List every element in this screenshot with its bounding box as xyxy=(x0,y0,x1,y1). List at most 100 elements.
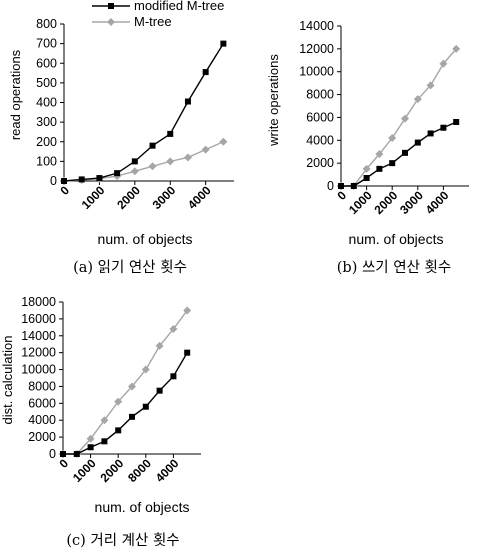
chart-panel-2: 0 2000 4000 6000 8000 10000 12000 14000 16000 180… xyxy=(0,295,201,549)
data-point xyxy=(439,59,448,68)
y-tick-label: 14000 xyxy=(21,329,56,343)
data-point xyxy=(101,438,108,445)
series-m-tree xyxy=(337,44,461,190)
x-tick-label: 3000 xyxy=(150,183,179,212)
y-tick-label: 4000 xyxy=(28,413,56,427)
data-point xyxy=(60,451,66,457)
data-point xyxy=(184,349,191,356)
y-tick-label: 300 xyxy=(36,115,57,129)
chart-panel-0: 0 100 200 300 400 500 600 700 800 0 1000 2000 3000 40… xyxy=(8,17,234,276)
x-axis-label: num. of objects xyxy=(98,231,193,247)
data-point xyxy=(86,434,95,443)
x-axis-label: num. of objects xyxy=(95,499,190,515)
y-tick-label: 14000 xyxy=(299,19,334,33)
data-point xyxy=(73,451,80,457)
series-m-tree xyxy=(59,306,192,458)
series-line xyxy=(63,352,188,455)
y-tick-label: 0 xyxy=(49,447,56,461)
data-point xyxy=(375,150,384,158)
data-point xyxy=(388,134,397,142)
data-point xyxy=(219,137,228,146)
data-point xyxy=(115,427,122,434)
series-modified-m-tree xyxy=(61,40,227,184)
y-tick-label: 8000 xyxy=(306,88,334,102)
data-point xyxy=(155,341,164,350)
data-point xyxy=(167,130,174,137)
x-tick-label: 0 xyxy=(57,183,72,198)
data-point xyxy=(402,149,408,156)
x-tick-label: 2000 xyxy=(372,188,401,217)
data-point xyxy=(128,382,136,391)
x-tick-label: 4000 xyxy=(153,456,182,485)
x-tick-label: 8000 xyxy=(125,456,154,485)
chart-panel-1: 0200040006000800010000120001400001000200… xyxy=(266,19,469,276)
data-point xyxy=(170,373,177,380)
y-tick-label: 16000 xyxy=(21,312,56,326)
y-tick-label: 12000 xyxy=(21,346,56,360)
data-point xyxy=(61,178,67,184)
series-modified-m-tree xyxy=(338,119,460,189)
x-axis-label: num. of objects xyxy=(349,231,444,247)
series-modified-m-tree xyxy=(60,349,191,457)
data-point xyxy=(414,139,421,146)
y-tick-label: 4000 xyxy=(306,133,334,147)
data-point xyxy=(114,397,123,406)
data-point xyxy=(427,130,434,137)
data-point xyxy=(141,365,150,374)
y-tick-label: 2000 xyxy=(306,156,334,170)
data-point xyxy=(129,413,135,420)
panel-caption: (b) 쓰기 연산 횟수 xyxy=(337,259,451,276)
data-point xyxy=(426,81,435,90)
data-point xyxy=(362,164,371,173)
series-line xyxy=(63,43,224,182)
data-point xyxy=(183,306,192,315)
y-tick-label: 10000 xyxy=(21,363,56,377)
data-point xyxy=(220,40,227,47)
y-tick-label: 700 xyxy=(36,37,57,51)
y-tick-label: 6000 xyxy=(28,396,56,410)
y-tick-label: 8000 xyxy=(28,379,56,393)
data-point xyxy=(338,183,344,189)
y-tick-label: 800 xyxy=(36,17,57,31)
x-tick-label: 0 xyxy=(334,188,349,203)
y-tick-label: 100 xyxy=(36,154,57,168)
data-point xyxy=(87,444,94,451)
series-line xyxy=(63,141,224,182)
data-point xyxy=(166,157,175,166)
data-point xyxy=(184,98,191,105)
data-point xyxy=(376,165,383,172)
x-tick-label: 4000 xyxy=(423,188,452,217)
data-point xyxy=(156,387,163,394)
y-tick-label: 6000 xyxy=(306,110,334,124)
data-point xyxy=(350,183,357,189)
y-tick-label: 400 xyxy=(36,96,57,110)
series-m-tree xyxy=(60,137,228,185)
series-line xyxy=(341,121,457,187)
x-tick-label: 2000 xyxy=(114,183,143,212)
series-line xyxy=(341,48,457,187)
x-tick-label: 1000 xyxy=(79,183,108,212)
y-tick-label: 0 xyxy=(50,174,57,188)
y-tick-label: 0 xyxy=(327,179,334,193)
legend-label-0: modified M-tree xyxy=(134,0,224,13)
y-tick-label: 12000 xyxy=(299,42,334,56)
data-point xyxy=(453,119,460,125)
y-tick-label: 10000 xyxy=(299,65,334,79)
y-tick-label: 600 xyxy=(36,56,57,70)
legend-marker-0 xyxy=(108,3,114,9)
data-point xyxy=(131,158,138,165)
data-point xyxy=(201,145,210,154)
data-point xyxy=(452,44,461,53)
y-tick-label: 18000 xyxy=(21,295,56,309)
y-tick-label: 2000 xyxy=(28,430,56,444)
data-point xyxy=(169,325,178,334)
data-point xyxy=(183,153,192,162)
y-axis-label: write operations xyxy=(266,54,281,147)
legend-label-1: M-tree xyxy=(134,14,172,29)
data-point xyxy=(149,142,156,149)
data-point xyxy=(440,124,447,131)
data-point xyxy=(130,167,139,176)
data-point xyxy=(202,69,209,76)
